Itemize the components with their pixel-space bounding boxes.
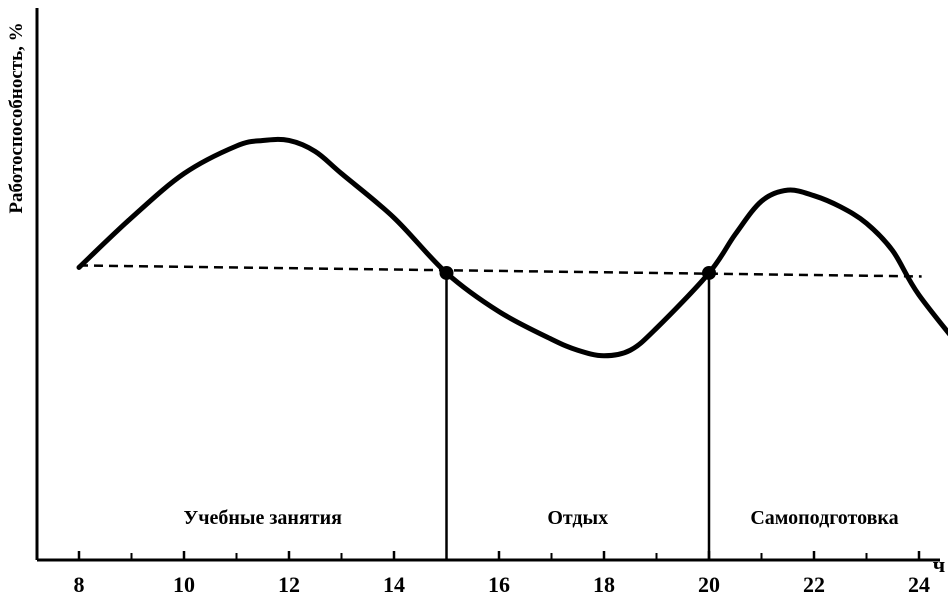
x-ticks: 8 10 12 14 16 18 20 22 24 (74, 551, 930, 597)
x-tick-label: 18 (593, 572, 615, 597)
region-label: Отдых (547, 507, 608, 529)
intersection-marker (702, 265, 716, 280)
region-label: Самоподготовка (750, 507, 898, 529)
markers-group (439, 265, 716, 280)
x-tick-label: 14 (383, 572, 405, 597)
x-tick-label: 24 (908, 572, 930, 597)
x-tick-label: 22 (803, 572, 825, 597)
reference-line (78, 264, 922, 278)
region-label: Учебные занятия (184, 507, 343, 529)
y-axis-label: Работоспособность, % (6, 22, 27, 213)
x-tick-label: 20 (698, 572, 720, 597)
reference-line-group (78, 264, 922, 278)
intersection-marker (439, 265, 454, 280)
region-dividers (445, 267, 711, 560)
region-labels: Учебные занятия Отдых Самоподготовка (184, 507, 899, 529)
series-line (76, 136, 948, 359)
x-tick-label: 8 (74, 572, 85, 597)
x-tick-label: 10 (173, 572, 195, 597)
axes (35, 8, 940, 562)
x-tick-label: 12 (278, 572, 300, 597)
series-group (76, 136, 948, 359)
x-tick-label: 16 (488, 572, 510, 597)
x-axis-unit-label: ч (933, 552, 945, 577)
